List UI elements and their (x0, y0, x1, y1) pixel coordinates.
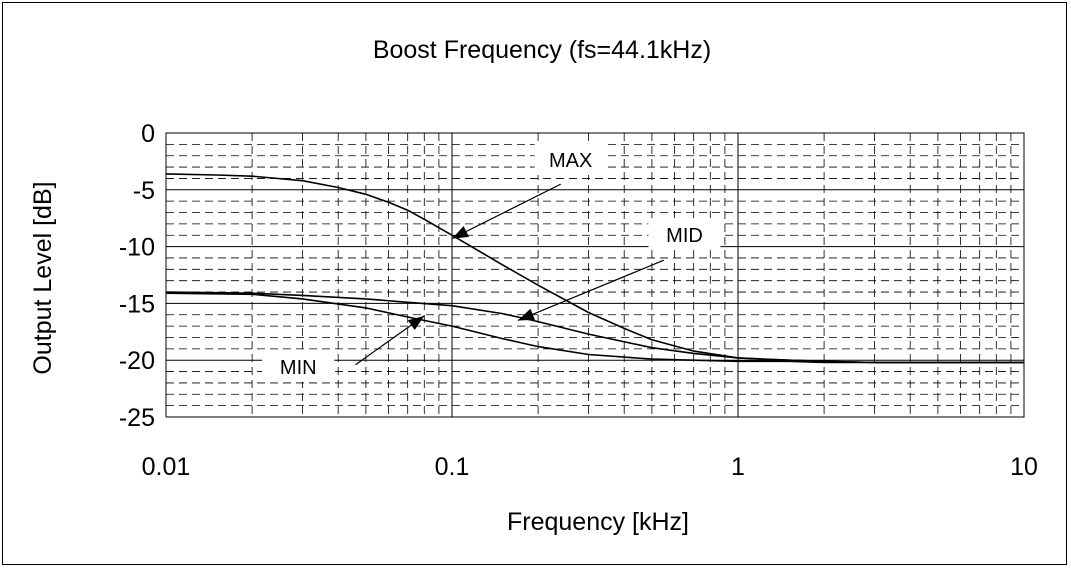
annotation-arrow-max (451, 183, 562, 240)
annotation-arrowhead-min (407, 315, 425, 331)
annotation-label-max: MAX (549, 150, 592, 172)
series-line-mid (165, 291, 1024, 364)
annotation-arrow-mid (517, 259, 664, 321)
annotation-label-mid: MID (666, 225, 703, 247)
plot-area-border (165, 132, 1025, 418)
x-axis-title: Frequency [kHz] (507, 508, 689, 536)
annotation-arrowhead-max (452, 226, 469, 239)
x-tick-label: 0.1 (435, 453, 470, 481)
x-tick-label: 1 (731, 453, 745, 481)
y-tick-label: 0 (141, 120, 155, 148)
x-tick-label: 10 (1010, 453, 1038, 481)
annotation-label-min: MIN (280, 357, 317, 379)
y-tick-label: -25 (119, 404, 155, 432)
x-tick-label: 0.01 (142, 453, 191, 481)
y-tick-label: -20 (119, 347, 155, 375)
annotation-box-min (262, 349, 335, 382)
y-tick-labels: 0 -5 -10 -15 -20 -25 (119, 120, 155, 432)
y-tick-label: -10 (119, 234, 155, 262)
annotation-box-mid (648, 218, 721, 251)
y-tick-label: -15 (119, 290, 155, 318)
x-tick-labels: 0.01 0.1 1 10 (142, 453, 1038, 481)
annotation-box-max (534, 143, 607, 176)
chart-title: Boost Frequency (fs=44.1kHz) (373, 36, 711, 64)
boost-frequency-chart: Boost Frequency (fs=44.1kHz) 0 -5 -10 -15 -2… (29, 36, 1038, 536)
y-tick-label: -5 (133, 177, 155, 205)
series-line-min (165, 292, 1024, 364)
series-layer (165, 173, 1024, 364)
y-axis-title: Output Level [dB] (29, 181, 57, 374)
annotation-layer: MAX MID MIN (262, 143, 721, 382)
annotation-arrowhead-mid (517, 308, 535, 321)
series-line-max (165, 173, 1024, 364)
